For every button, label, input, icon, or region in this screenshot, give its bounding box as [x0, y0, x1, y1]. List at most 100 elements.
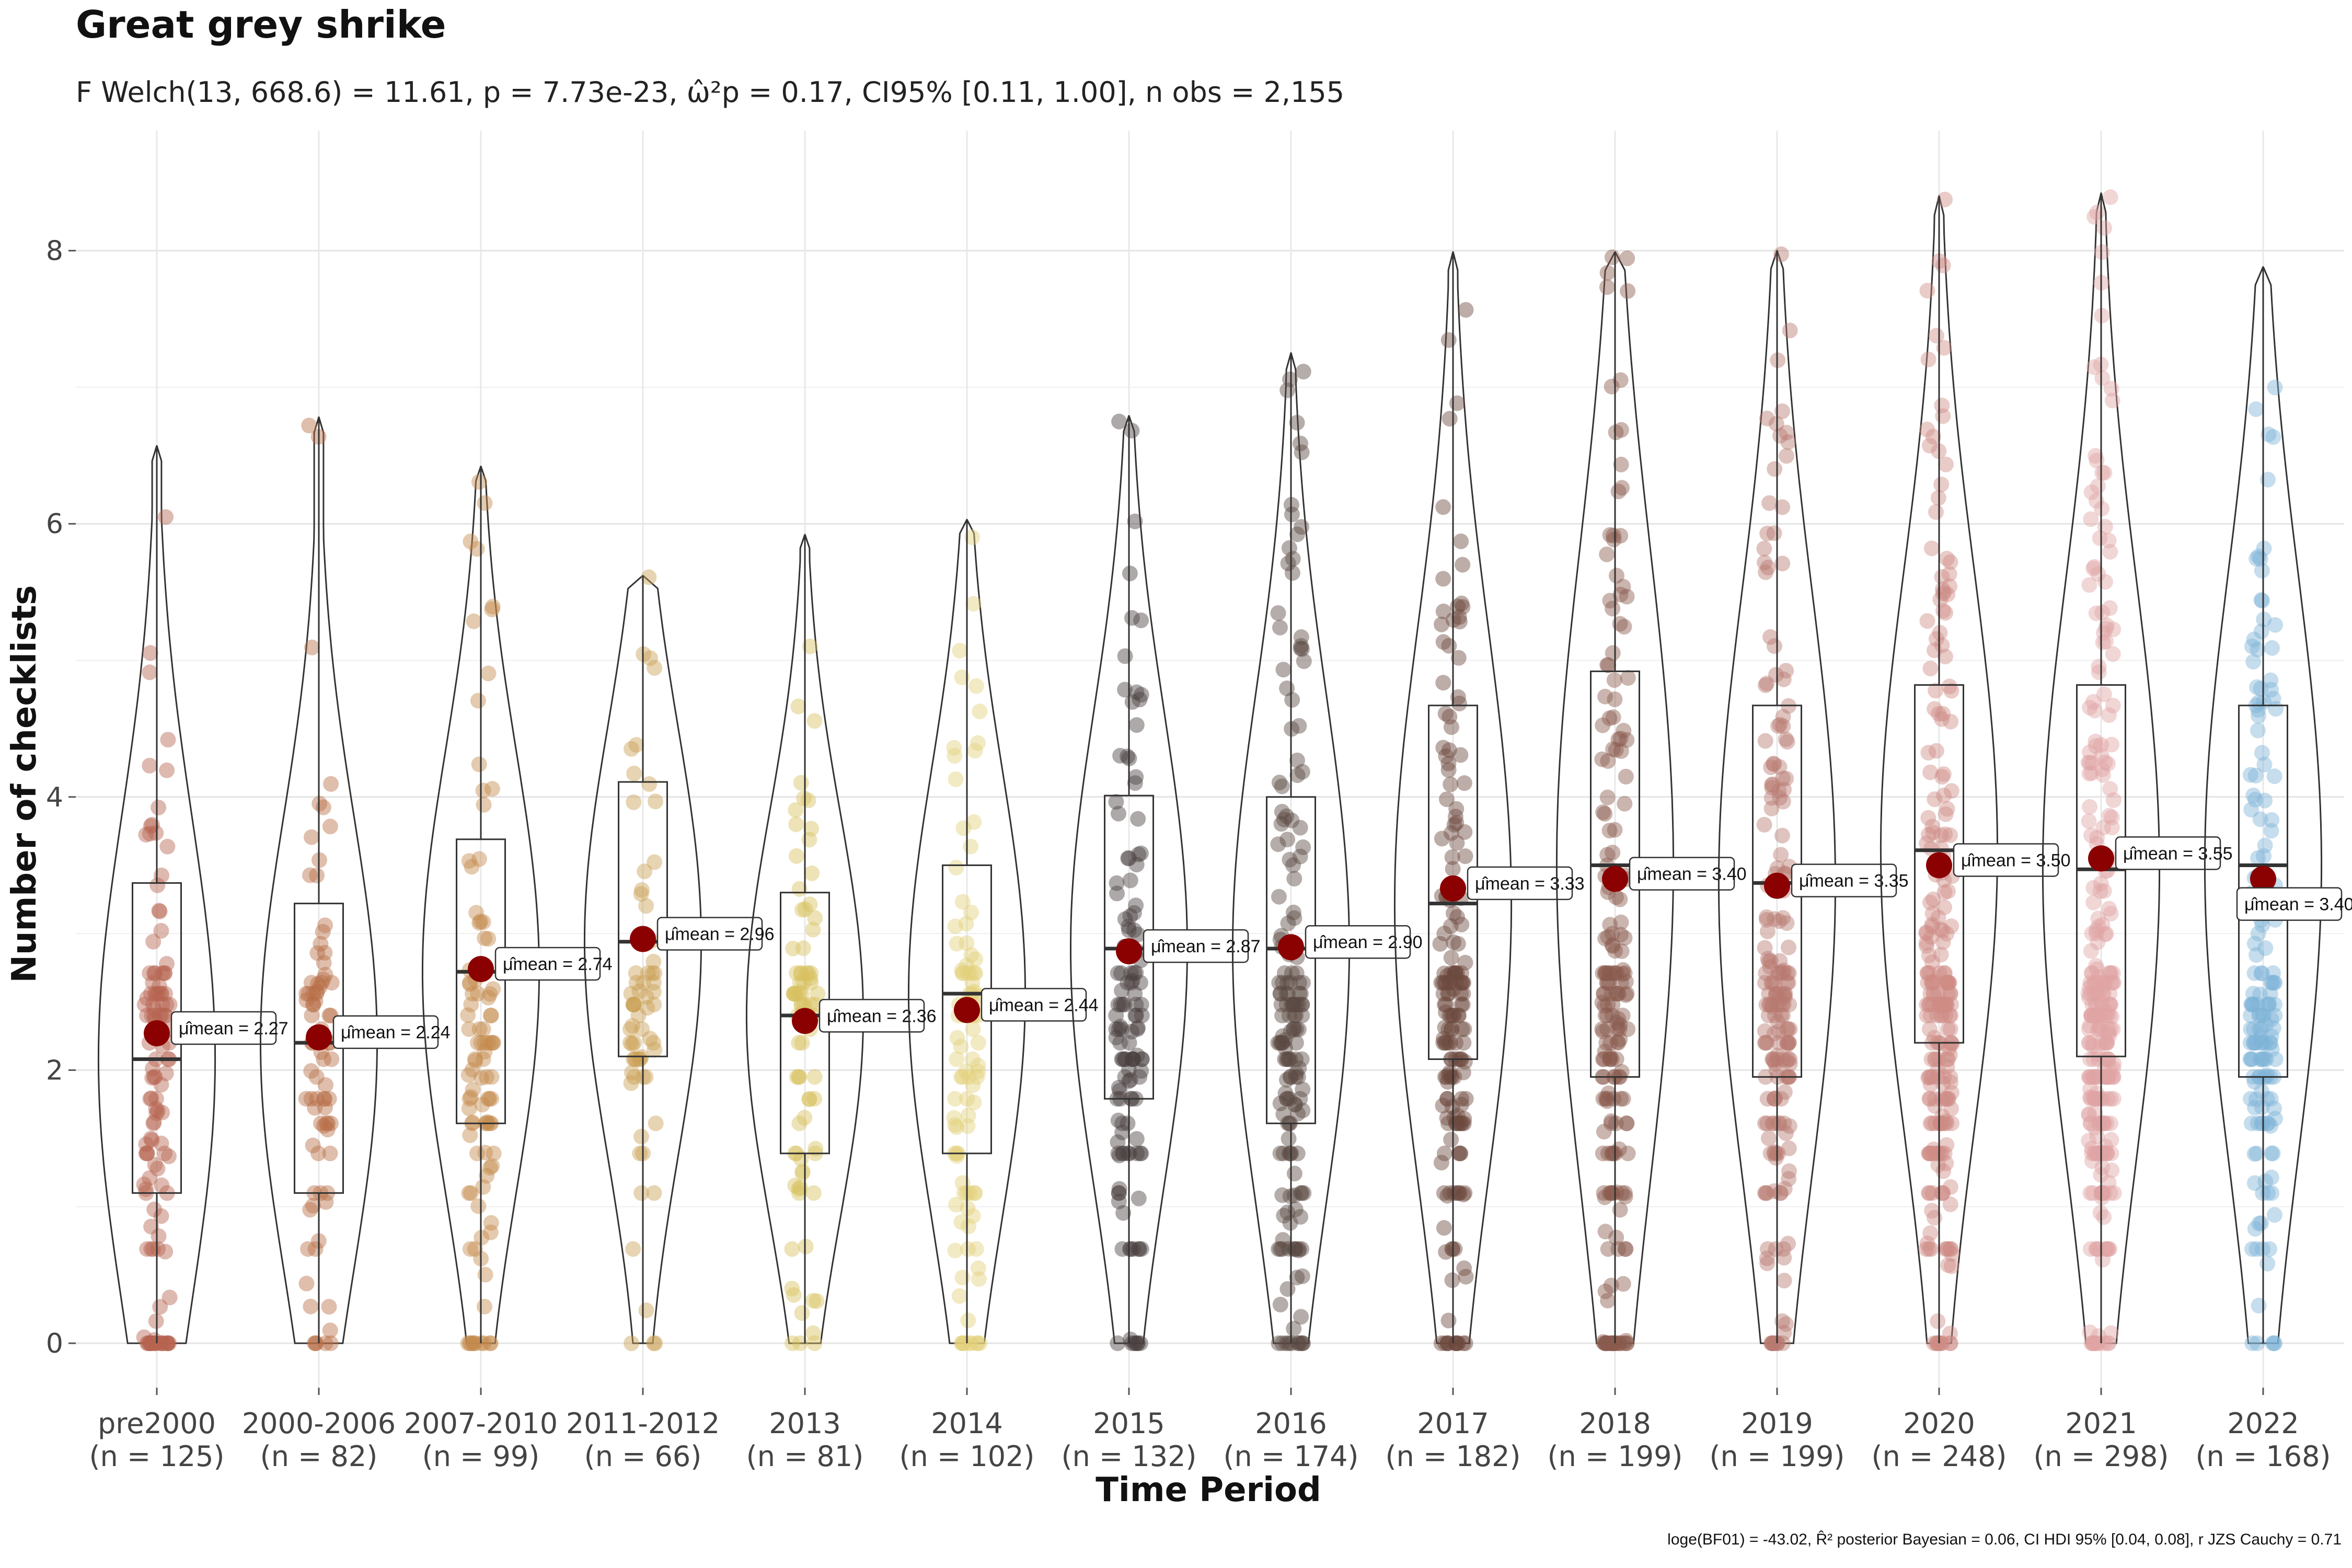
data-point: [1606, 1335, 1621, 1351]
data-point: [2086, 1091, 2103, 1107]
data-point: [1943, 1241, 1959, 1257]
data-point: [1442, 709, 1458, 725]
data-point: [2100, 1091, 2116, 1107]
data-point: [2263, 1035, 2279, 1051]
data-point: [2256, 756, 2273, 773]
data-point: [1270, 605, 1286, 621]
data-point: [157, 1007, 173, 1023]
data-point: [1604, 986, 1620, 1002]
data-point: [2259, 1185, 2276, 1201]
data-point: [1613, 975, 1629, 991]
data-point: [1773, 1007, 1789, 1023]
data-point: [301, 986, 317, 1002]
data-point: [1766, 1145, 1782, 1161]
data-point: [1779, 975, 1795, 991]
data-point: [2243, 1021, 2259, 1037]
data-point: [1595, 717, 1611, 733]
data-point: [1924, 916, 1940, 932]
data-point: [2254, 1051, 2270, 1067]
data-point: [1280, 915, 1296, 931]
data-point: [305, 997, 321, 1012]
data-point: [1925, 824, 1941, 840]
x-tick-count: (n = 82): [260, 1440, 378, 1473]
data-point: [2256, 1007, 2272, 1023]
data-point: [1921, 997, 1938, 1012]
data-point: [1445, 861, 1461, 877]
data-point: [970, 1057, 986, 1074]
x-tick-label: 2020: [1903, 1407, 1975, 1440]
data-point: [1121, 1062, 1137, 1078]
x-tick-count: (n = 174): [1223, 1440, 1358, 1473]
data-point: [1439, 1110, 1455, 1126]
data-point: [1294, 1007, 1310, 1023]
data-point: [1294, 1241, 1310, 1257]
data-point: [2095, 820, 2111, 836]
data-point: [1436, 1220, 1452, 1236]
data-point: [645, 984, 662, 1000]
data-point: [1108, 794, 1124, 810]
data-point: [318, 1194, 334, 1210]
data-point: [2089, 986, 2105, 1002]
grid: [76, 131, 2344, 1388]
data-point: [2082, 975, 2099, 991]
data-point: [2094, 1145, 2111, 1161]
data-point: [1930, 1145, 1946, 1161]
data-point: [1457, 1335, 1473, 1351]
data-point: [1454, 916, 1470, 932]
data-point: [1615, 579, 1631, 595]
data-point: [1604, 378, 1620, 395]
data-point: [2263, 1028, 2279, 1044]
data-point: [1782, 1056, 1798, 1072]
data-point: [1435, 603, 1451, 619]
data-point: [142, 965, 158, 981]
data-point: [2082, 1051, 2098, 1067]
data-point: [1928, 1145, 1944, 1161]
data-point: [1940, 975, 1956, 991]
data-point: [1117, 1069, 1133, 1085]
data-point: [1440, 1335, 1456, 1351]
data-point: [1111, 1185, 1127, 1201]
data-point: [788, 986, 804, 1002]
data-point: [1602, 593, 1618, 609]
data-point: [1930, 1313, 1946, 1329]
data-point: [323, 1115, 339, 1132]
data-point: [2084, 1145, 2100, 1161]
data-point: [1757, 677, 1773, 693]
data-point: [949, 1148, 965, 1164]
data-point: [2104, 820, 2120, 836]
data-point: [1761, 953, 1777, 970]
data-point: [2101, 707, 2117, 723]
data-point: [1435, 1031, 1451, 1047]
data-point: [1116, 997, 1133, 1012]
data-point: [1598, 1035, 1615, 1051]
data-point: [1291, 1241, 1307, 1257]
data-point: [1919, 997, 1935, 1012]
data-point: [1759, 1035, 1775, 1051]
data-point: [2090, 1007, 2106, 1023]
data-point: [1276, 812, 1292, 827]
data-point: [142, 826, 158, 841]
data-point: [300, 1241, 316, 1257]
data-point: [2254, 593, 2270, 609]
data-point: [1763, 800, 1780, 816]
data-point: [1938, 605, 1954, 621]
data-point: [947, 918, 963, 935]
data-point: [1763, 777, 1780, 793]
data-point: [2094, 465, 2111, 481]
data-point: [470, 1035, 486, 1051]
data-point: [1775, 1051, 1791, 1067]
data-point: [1934, 711, 1950, 727]
data-point: [1932, 592, 1949, 608]
data-point: [1600, 1293, 1616, 1309]
data-point: [1595, 965, 1611, 981]
x-tick-count: (n = 199): [1709, 1440, 1844, 1473]
data-point: [2257, 1035, 2273, 1051]
data-point: [1609, 1014, 1625, 1031]
data-point: [1447, 965, 1463, 981]
data-point: [1452, 1115, 1468, 1132]
data-point: [146, 1007, 162, 1023]
data-point: [310, 1145, 327, 1161]
data-point: [626, 1069, 642, 1085]
data-point: [471, 474, 487, 490]
data-point: [965, 1208, 981, 1224]
